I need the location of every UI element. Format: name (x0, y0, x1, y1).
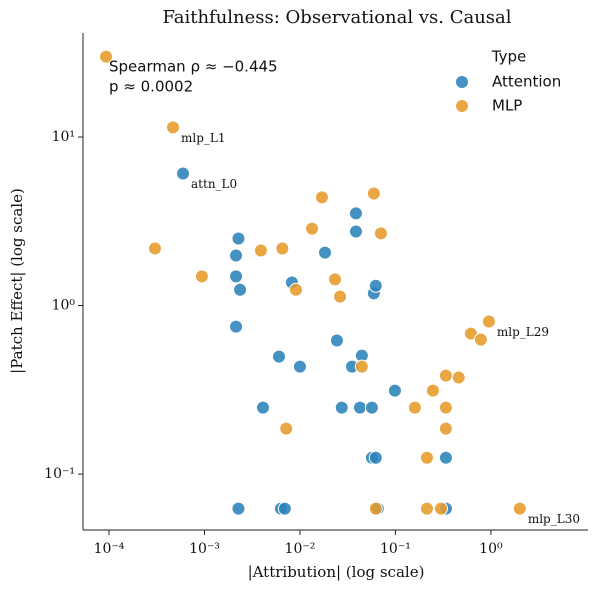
point (366, 186, 381, 201)
point (368, 278, 383, 293)
x-tick-label: 10⁰ (479, 541, 503, 557)
point (368, 501, 383, 516)
point (255, 400, 270, 415)
point (438, 450, 453, 465)
point (354, 359, 369, 374)
point (419, 501, 434, 516)
point (481, 314, 496, 329)
x-tick-label: 10⁻¹ (380, 541, 411, 557)
point (292, 359, 307, 374)
point (271, 349, 286, 364)
point (438, 421, 453, 436)
point (473, 332, 488, 347)
point (373, 226, 388, 241)
y-tick-label: 10⁻¹ (44, 466, 75, 482)
x-axis-label: |Attribution| (log scale) (248, 563, 425, 581)
x-tick-label: 10⁻² (285, 541, 316, 557)
chart-title: Faithfulness: Observational vs. Causal (162, 7, 511, 28)
legend-title: Type (491, 48, 526, 66)
legend-marker (455, 75, 469, 89)
point (176, 166, 191, 181)
annotation: mlp_L29 (497, 325, 549, 339)
point (328, 272, 343, 287)
annotation: mlp_L1 (181, 131, 226, 145)
legend-label: MLP (492, 97, 522, 115)
point (368, 450, 383, 465)
point (352, 400, 367, 415)
point (147, 241, 162, 256)
point (318, 245, 333, 260)
point (334, 400, 349, 415)
point (277, 501, 292, 516)
point (387, 383, 402, 398)
point (512, 501, 527, 516)
annotation: mlp_L30 (528, 512, 580, 526)
point (194, 269, 209, 284)
point (253, 243, 268, 258)
stats-text: p ≈ 0.0002 (109, 78, 193, 96)
legend-label: Attention (492, 73, 561, 91)
point (231, 501, 246, 516)
point (288, 282, 303, 297)
point (231, 231, 246, 246)
x-tick-label: 10⁻³ (189, 541, 220, 557)
point (275, 241, 290, 256)
point (166, 120, 181, 135)
point (364, 400, 379, 415)
point (333, 289, 348, 304)
point (451, 370, 466, 385)
point (438, 368, 453, 383)
point (305, 221, 320, 236)
point (279, 421, 294, 436)
point (329, 333, 344, 348)
stats-text: Spearman ρ ≈ −0.445 (109, 58, 278, 76)
annotation: attn_L0 (191, 177, 237, 191)
y-tick-label: 10⁰ (52, 298, 76, 314)
y-axis-label: |Patch Effect| (log scale) (8, 188, 26, 374)
y-tick-label: 10¹ (52, 129, 75, 145)
legend-marker (455, 99, 469, 113)
point (348, 206, 363, 221)
point (229, 319, 244, 334)
point (233, 282, 248, 297)
point (419, 450, 434, 465)
point (348, 224, 363, 239)
point (407, 400, 422, 415)
point (229, 269, 244, 284)
point (229, 248, 244, 263)
point (314, 190, 329, 205)
point (425, 383, 440, 398)
point (438, 400, 453, 415)
point (433, 501, 448, 516)
point (99, 49, 114, 64)
x-tick-label: 10⁻⁴ (94, 541, 125, 557)
